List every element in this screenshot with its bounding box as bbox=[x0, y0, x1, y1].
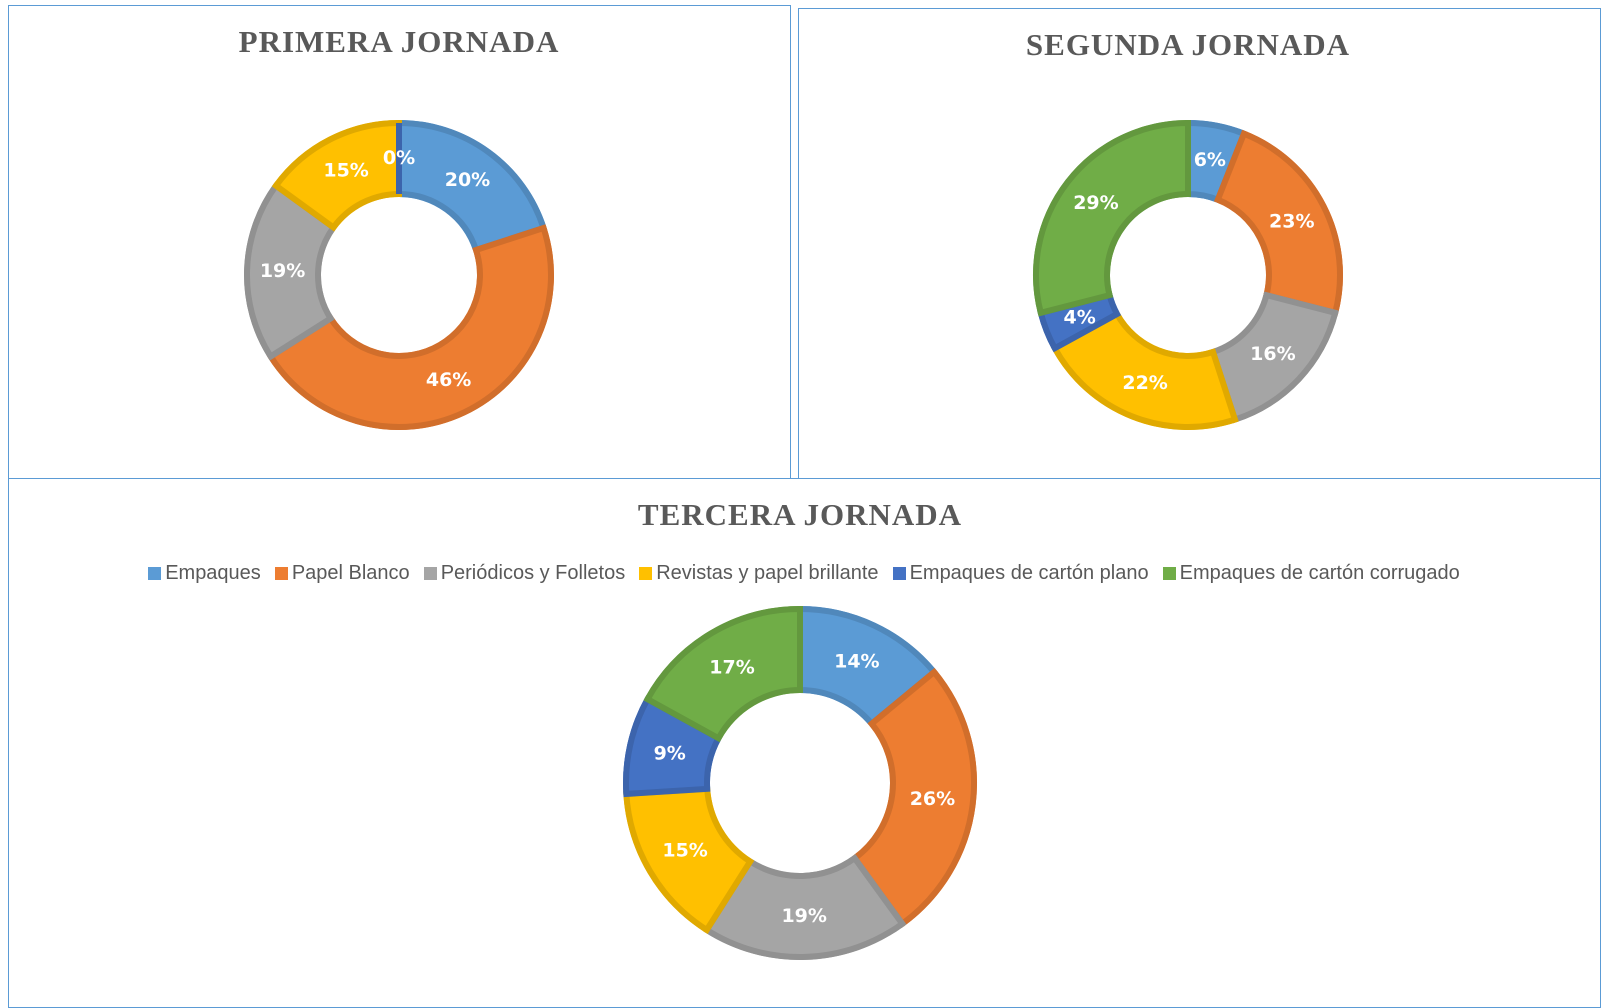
data-label: 22% bbox=[1122, 372, 1167, 394]
slice-outline bbox=[850, 667, 977, 928]
chart-title: TERCERA JORNADA bbox=[638, 497, 962, 532]
data-label: 19% bbox=[260, 260, 305, 282]
legend-item: Periódicos y Folletos bbox=[423, 562, 626, 585]
data-label: 17% bbox=[709, 657, 754, 679]
legend-swatch bbox=[274, 567, 288, 580]
data-label: 19% bbox=[781, 905, 826, 927]
legend-label: Papel Blanco bbox=[291, 562, 410, 584]
data-label: 15% bbox=[323, 160, 368, 182]
legend-label: Empaques bbox=[165, 562, 261, 584]
legend: Empaques Papel Blanco Periódicos y Folleto… bbox=[8, 562, 1600, 585]
data-label: 9% bbox=[654, 742, 686, 764]
data-label: 4% bbox=[1064, 306, 1096, 328]
slice bbox=[623, 697, 722, 795]
legend-item: Papel Blanco bbox=[274, 562, 410, 585]
slice bbox=[399, 120, 547, 251]
legend-swatch bbox=[892, 567, 906, 580]
slice-outline bbox=[266, 224, 554, 431]
legend-swatch bbox=[1162, 567, 1176, 580]
slice bbox=[1033, 120, 1188, 314]
slice bbox=[1216, 130, 1343, 314]
legend-item: Empaques de cartón plano bbox=[892, 562, 1149, 585]
data-label: 15% bbox=[662, 839, 707, 861]
data-label: 29% bbox=[1073, 192, 1118, 214]
slice-outline bbox=[1213, 129, 1343, 317]
legend-label: Empaques de cartón corrugado bbox=[1179, 562, 1460, 584]
slice-outline bbox=[1033, 119, 1191, 317]
legend-label: Empaques de cartón plano bbox=[909, 562, 1149, 584]
legend-swatch bbox=[639, 567, 653, 580]
data-label: 14% bbox=[834, 651, 879, 673]
slice bbox=[244, 183, 336, 359]
chart-title: SEGUNDA JORNADA bbox=[1026, 27, 1350, 62]
data-label: 26% bbox=[910, 788, 955, 810]
data-label: 20% bbox=[445, 169, 490, 191]
legend-item: Empaques de cartón corrugado bbox=[1162, 562, 1460, 585]
data-label: 46% bbox=[426, 369, 471, 391]
legend-swatch bbox=[423, 567, 437, 580]
slice-outline bbox=[643, 605, 803, 743]
legend-label: Periódicos y Folletos bbox=[440, 562, 626, 584]
slice bbox=[644, 606, 800, 740]
slice-outline bbox=[1050, 309, 1239, 430]
chart-title: PRIMERA JORNADA bbox=[239, 24, 560, 59]
slice-outline bbox=[702, 854, 907, 960]
slice-outline bbox=[244, 181, 338, 361]
data-label: 16% bbox=[1250, 343, 1295, 365]
legend-item: Revistas y papel brillante bbox=[639, 562, 879, 585]
slice bbox=[1037, 294, 1120, 350]
data-label: 6% bbox=[1194, 149, 1226, 171]
slice bbox=[1212, 294, 1339, 423]
data-label: 23% bbox=[1269, 211, 1314, 233]
slice-outline bbox=[396, 119, 548, 254]
data-label: 0% bbox=[383, 147, 415, 169]
legend-label: Revistas y papel brillante bbox=[656, 562, 879, 584]
slice bbox=[852, 670, 977, 927]
slice bbox=[705, 855, 905, 960]
legend-item: Empaques bbox=[148, 562, 261, 585]
legend-swatch bbox=[148, 567, 162, 580]
slice bbox=[1188, 120, 1246, 203]
